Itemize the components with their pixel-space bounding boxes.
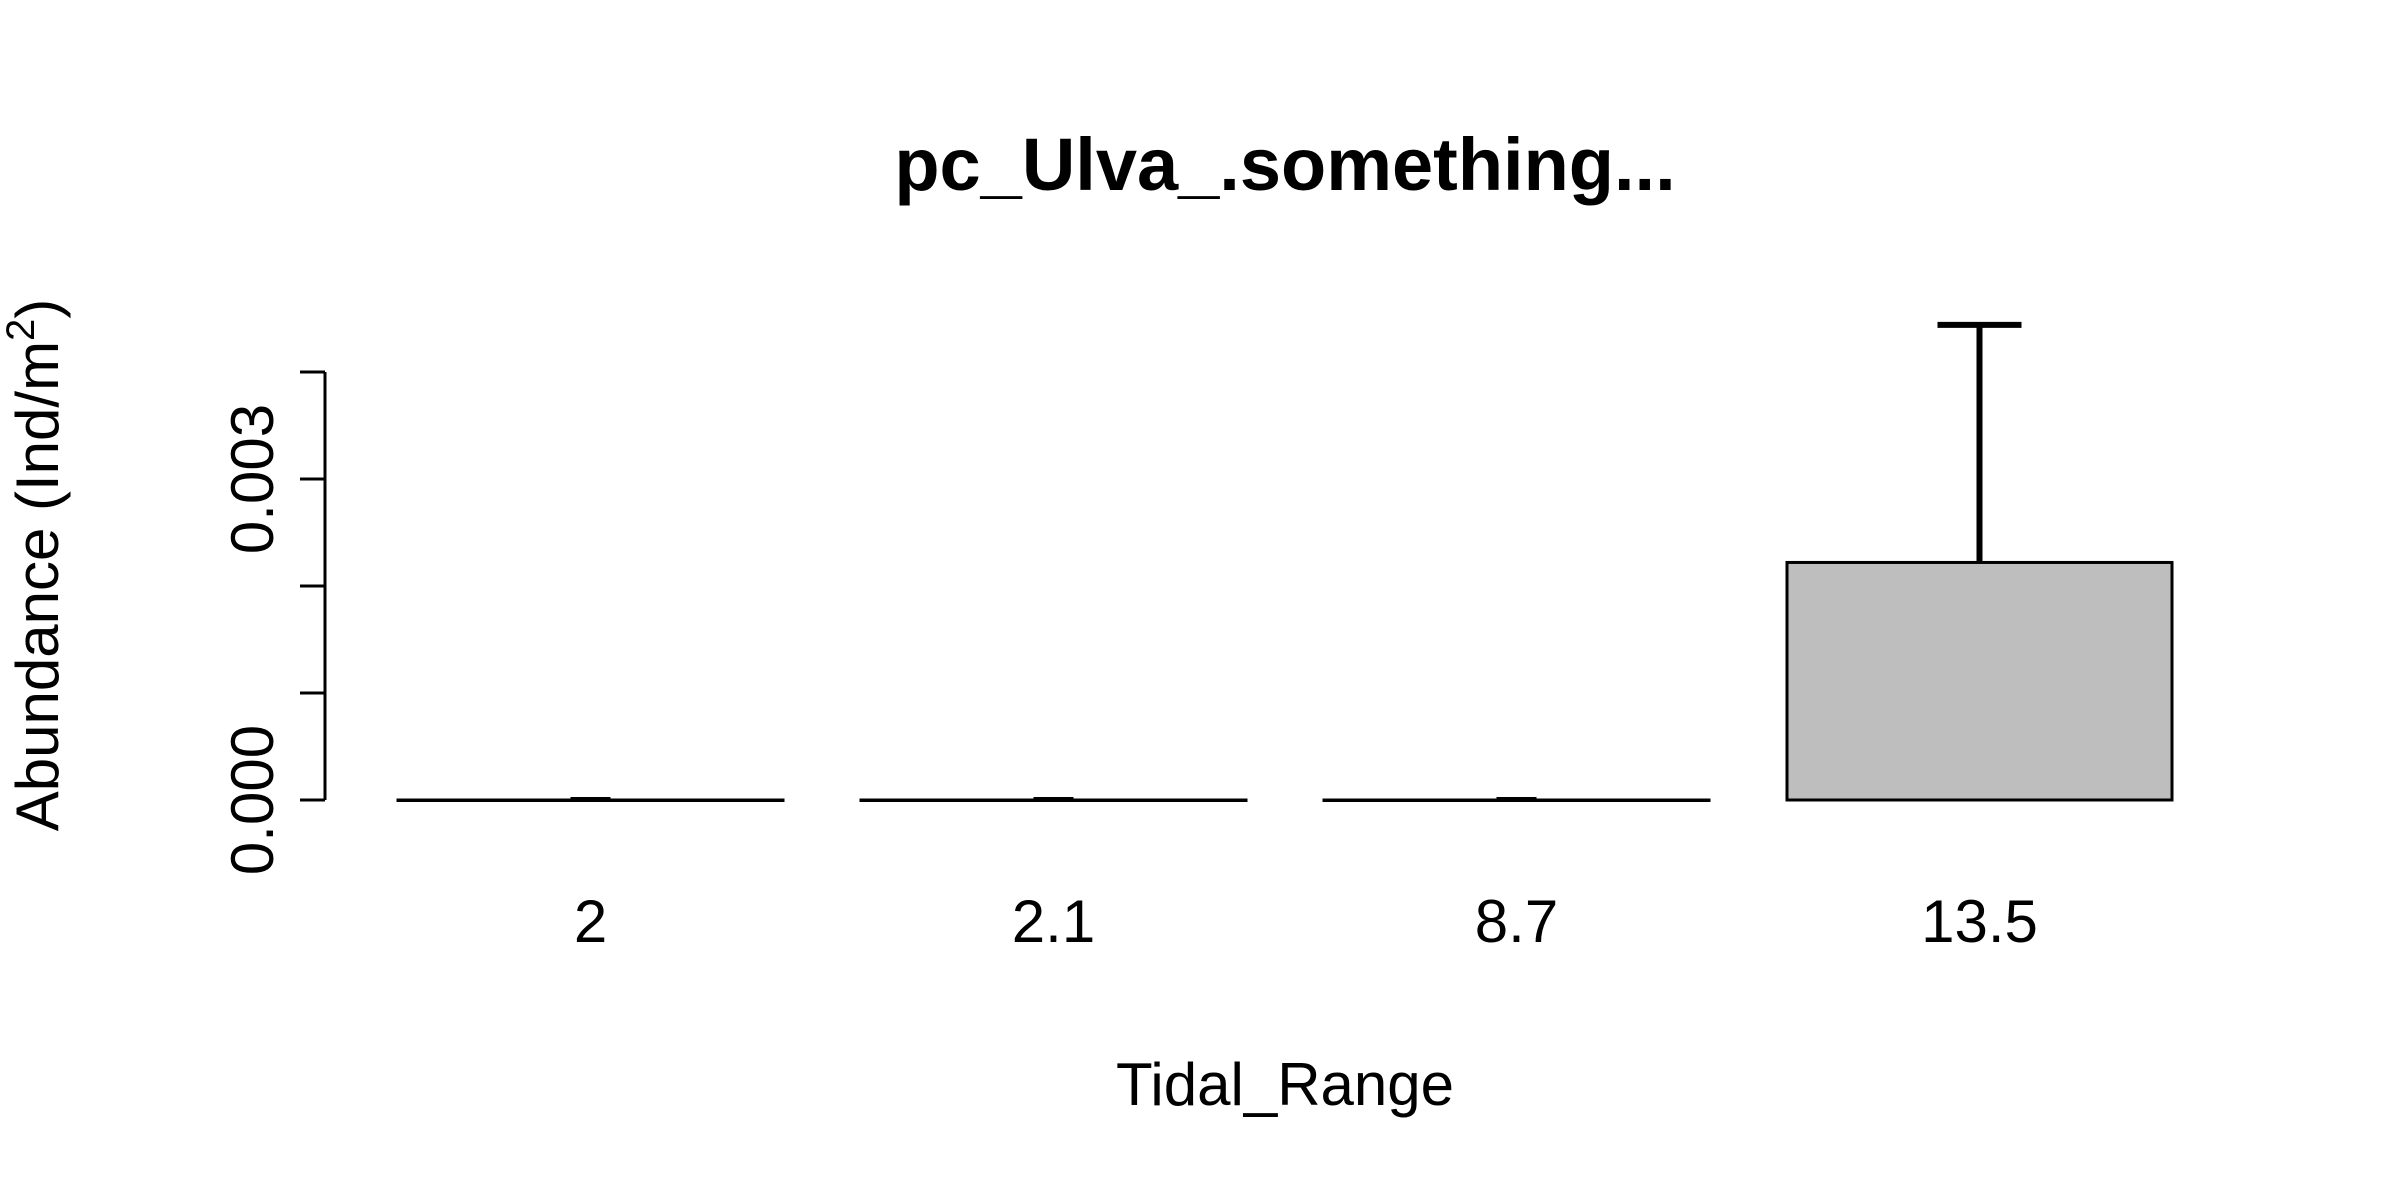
x-tick-label: 13.5: [1921, 888, 2038, 955]
x-tick-labels: 2 2.1 8.7 13.5: [574, 888, 2038, 955]
bar-2.1: [859, 798, 1248, 802]
y-axis-label-main: Abundance (Ind/m: [4, 341, 71, 831]
y-axis-label-end: ): [4, 299, 71, 319]
x-axis-label: Tidal_Range: [1116, 1051, 1454, 1118]
chart-title: pc_Ulva_.something...: [894, 123, 1675, 206]
error-bars: [570, 321, 2022, 800]
y-tick-label: 0.000: [219, 725, 286, 875]
y-axis-label: Abundance (Ind/m2): [0, 299, 71, 832]
bar-2: [396, 798, 785, 802]
y-tick-label: 0.003: [219, 404, 286, 554]
bars: [396, 560, 2174, 802]
x-tick-label: 2.1: [1012, 888, 1095, 955]
x-tick-label: 8.7: [1475, 888, 1558, 955]
y-axis: 0.000 0.003: [219, 370, 327, 875]
y-ticks: 0.000 0.003: [219, 370, 325, 875]
bar-13.5: [1785, 560, 2174, 802]
x-tick-label: 2: [574, 888, 607, 955]
y-axis-label-superscript: 2: [0, 319, 43, 341]
bar-8.7: [1322, 798, 1711, 802]
